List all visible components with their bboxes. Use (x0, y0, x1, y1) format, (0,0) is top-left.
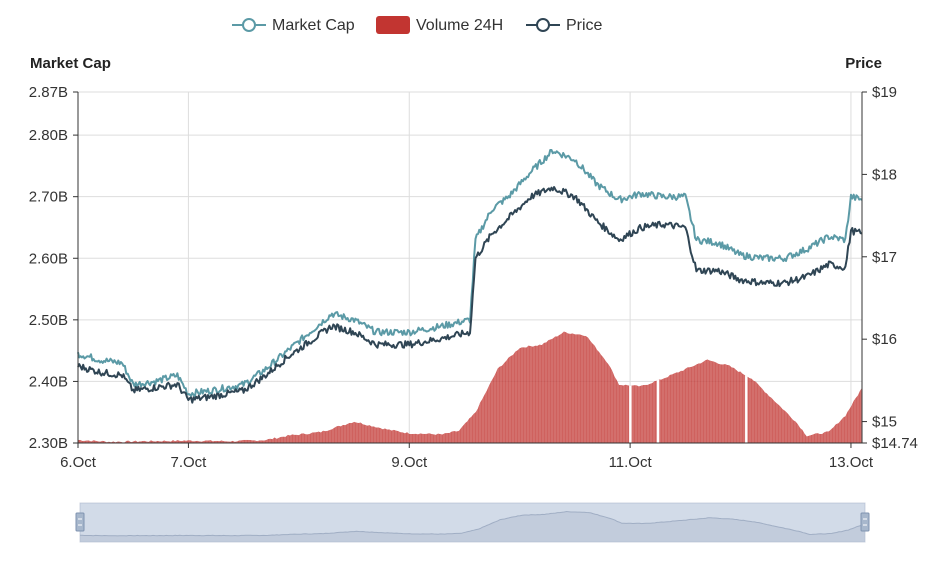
volume-gap (745, 331, 748, 443)
x-tick-label: 9.Oct (391, 454, 428, 471)
right-tick-label: $19 (872, 84, 897, 101)
legend-item-market-cap[interactable]: Market Cap (232, 17, 355, 34)
left-tick-label: 2.40B (29, 373, 68, 390)
right-tick-label: $14.74 (872, 435, 918, 452)
zoom-handle-grip[interactable] (75, 512, 85, 532)
zoom-handle-end[interactable] (860, 512, 870, 532)
x-tick-label: 11.Oct (609, 454, 653, 471)
volume-gap (656, 331, 660, 443)
axes: 2.30B 2.40B 2.50B 2.60B 2.70B 2.80B 2.87B $14.7… (29, 84, 918, 471)
legend-item-volume-24h[interactable]: Volume 24H (376, 16, 503, 34)
data-zoom-slider[interactable] (75, 502, 870, 543)
legend-label: Volume 24H (416, 17, 503, 34)
series-line-market-cap (77, 149, 863, 398)
legend-item-price[interactable]: Price (526, 17, 603, 34)
zoom-selected-range[interactable] (80, 503, 865, 542)
left-tick-label: 2.60B (29, 250, 68, 267)
right-tick-label: $17 (872, 249, 897, 266)
right-tick-label: $18 (872, 166, 897, 183)
zoom-shadow-area (80, 511, 865, 542)
legend-swatch (376, 16, 410, 34)
zoom-handle-grip[interactable] (860, 512, 870, 532)
zoom-handle-start[interactable] (75, 512, 85, 532)
right-tick-label: $16 (872, 331, 897, 348)
x-tick-label: 6.Oct (60, 454, 97, 471)
series-line-price (77, 186, 863, 404)
line-series (77, 149, 863, 404)
left-tick-label: 2.70B (29, 189, 68, 206)
legend[interactable]: Market Cap Volume 24H Price (232, 16, 603, 34)
x-tick-label: 7.Oct (170, 454, 207, 471)
right-tick-label: $15 (872, 414, 897, 431)
left-tick-label: 2.80B (29, 127, 68, 144)
legend-marker (242, 18, 256, 32)
legend-label: Market Cap (272, 17, 355, 34)
zoom-shadow-line (80, 510, 866, 537)
left-tick-label: 2.87B (29, 84, 68, 101)
right-axis-title: Price (845, 55, 882, 72)
x-tick-label: 13.Oct (829, 454, 874, 471)
volume-gap (629, 331, 632, 443)
legend-marker (536, 18, 550, 32)
left-tick-label: 2.50B (29, 312, 68, 329)
volume-area (78, 331, 862, 443)
legend-label: Price (566, 17, 603, 34)
left-axis-title: Market Cap (30, 55, 111, 72)
left-tick-label: 2.30B (29, 435, 68, 452)
